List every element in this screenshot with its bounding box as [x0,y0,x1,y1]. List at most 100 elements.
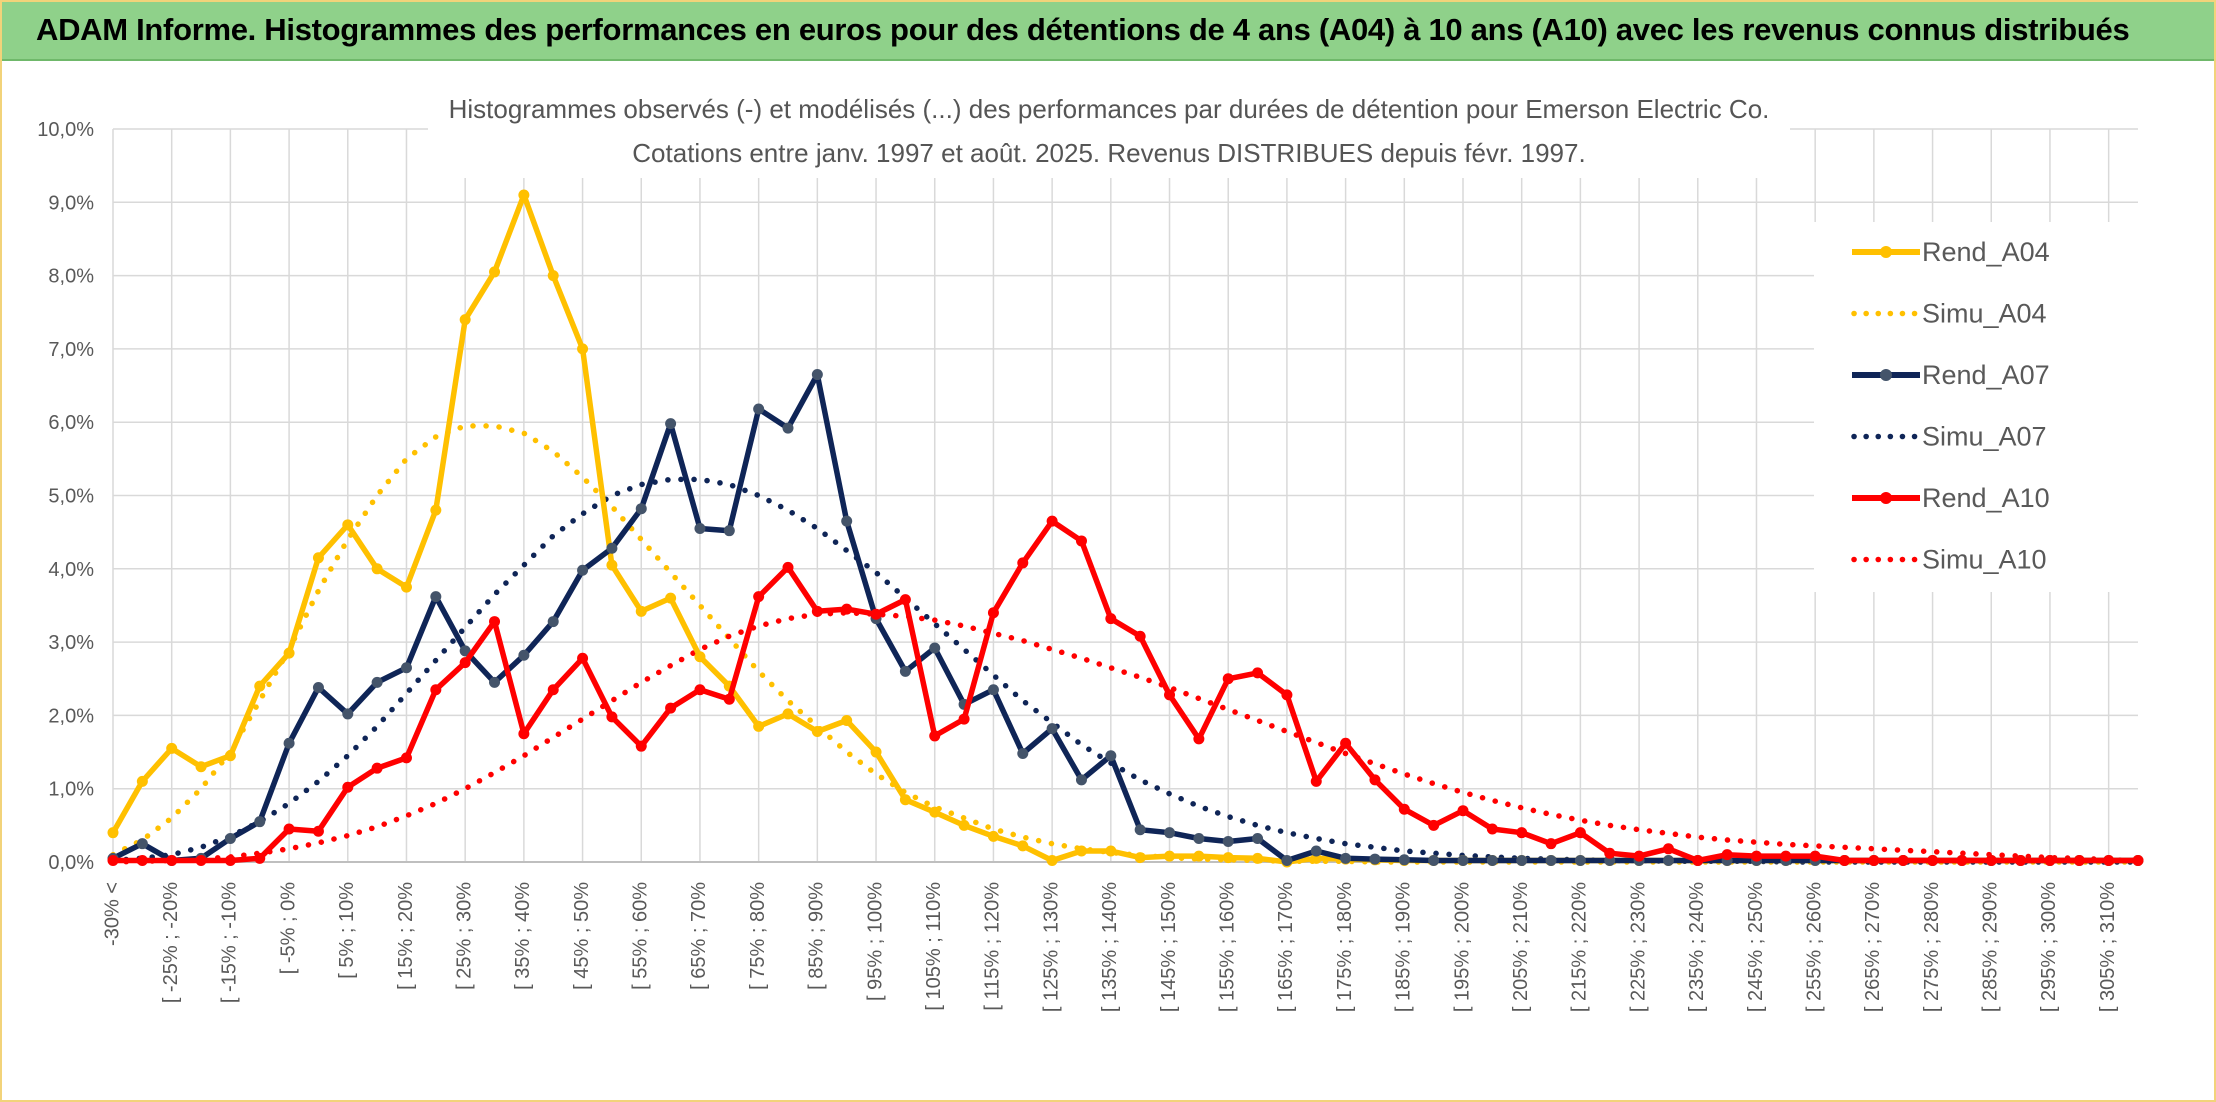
data-point [283,647,295,659]
data-point [312,682,324,694]
series-line-Simu_A10 [110,610,2141,865]
data-point [400,752,412,764]
x-tick-label: [ 155% ; 160% [1216,882,1238,1012]
series-line-Rend_A10 [113,518,2138,864]
data-point [1897,855,1909,867]
x-tick-label: [ 175% ; 180% [1334,882,1356,1012]
data-point [929,806,941,818]
data-point [1545,838,1557,850]
x-tick-label: [ 305% ; 310% [2097,882,2119,1012]
data-point [1574,827,1586,839]
x-tick-label: [ -25% ; -20% [160,882,182,1003]
data-point [1457,855,1469,867]
x-tick-label: [ 65% ; 70% [688,882,710,990]
legend-entry-Simu_A10: Simu_A10 [1851,545,2047,575]
data-point [841,515,853,527]
data-point [1398,854,1410,866]
data-point [547,616,559,628]
data-point [459,645,471,657]
data-point [1985,855,1997,867]
data-point [1604,847,1616,859]
legend-label: Simu_A07 [1922,422,2047,452]
data-point [1633,850,1645,862]
legend-entry-Simu_A07: Simu_A07 [1851,422,2047,452]
data-point [1164,689,1176,701]
x-tick-label: [ 285% ; 290% [1980,882,2002,1012]
data-point [1222,673,1234,685]
y-tick-label: 0,0% [48,852,94,874]
data-point [1340,737,1352,749]
data-point [136,855,148,867]
data-point [782,422,794,434]
data-point [489,266,501,278]
data-point [518,649,530,661]
data-point [723,525,735,537]
data-point [870,608,882,620]
data-point [107,827,119,839]
series-Rend_A10 [107,515,2144,867]
data-point [753,403,765,415]
x-tick-label: [ 5% ; 10% [336,882,358,979]
x-tick-label: -30% < [101,882,123,946]
data-point [2015,855,2027,867]
x-tick-label: [ 275% ; 280% [1921,882,1943,1012]
data-point [1017,557,1029,569]
data-point [1310,775,1322,787]
data-point [811,726,823,738]
data-point [1369,853,1381,865]
data-point [166,855,178,867]
data-point [430,504,442,516]
data-point [694,684,706,696]
report-banner: ADAM Informe. Histogrammes des performan… [2,2,2214,61]
data-point [342,519,354,531]
x-tick-label: [ -15% ; -10% [219,882,241,1003]
data-point [1193,833,1205,845]
x-tick-label: [ 125% ; 130% [1040,882,1062,1012]
data-point [1369,774,1381,786]
data-point [870,746,882,758]
y-axis: 0,0% 1,0% 2,0% 3,0% 4,0% 5,0% 6,0% 7,0% 8,0% 9,0%… [37,119,94,874]
data-point [899,665,911,677]
data-point [635,605,647,617]
legend-label: Rend_A10 [1922,483,2050,513]
legend-marker [1880,246,1892,258]
data-point [1516,827,1528,839]
x-tick-label: [ 245% ; 250% [1745,882,1767,1012]
y-tick-label: 8,0% [48,266,94,288]
line-chart: 0,0% 1,0% 2,0% 3,0% 4,0% 5,0% 6,0% 7,0% 8,0% 9,0%… [37,86,2154,1012]
data-point [254,852,266,864]
chart-titles: Histogrammes observés (-) et modélisés (… [428,86,1790,178]
report-title: ADAM Informe. Histogrammes des performan… [36,12,2130,47]
legend-entry-Simu_A04: Simu_A04 [1851,299,2047,329]
y-tick-label: 7,0% [48,339,94,361]
legend-label: Rend_A04 [1922,237,2050,267]
data-point [1310,845,1322,857]
data-point [1428,819,1440,831]
data-point [1046,515,1058,527]
data-point [1046,723,1058,735]
data-point [166,742,178,754]
data-point [1662,855,1674,867]
legend: Rend_A04 Simu_A04 Rend_A07 Simu_A07 Rend_A10… [1814,222,2154,592]
data-point [195,855,207,867]
data-point [1222,835,1234,847]
data-point [577,564,589,576]
data-point [1017,748,1029,760]
data-point [1222,852,1234,864]
x-tick-label: [ 205% ; 210% [1510,882,1532,1012]
data-point [1075,535,1087,547]
data-point [136,775,148,787]
y-tick-label: 3,0% [48,632,94,654]
data-point [195,761,207,773]
data-point [224,750,236,762]
chart-title-line-1: Histogrammes observés (-) et modélisés (… [449,94,1770,124]
data-point [224,833,236,845]
x-tick-label: [ 295% ; 300% [2038,882,2060,1012]
data-point [987,607,999,619]
data-point [1428,855,1440,867]
data-point [606,559,618,571]
data-point [371,563,383,575]
x-tick-label: [ -5% ; 0% [277,882,299,974]
data-point [254,680,266,692]
